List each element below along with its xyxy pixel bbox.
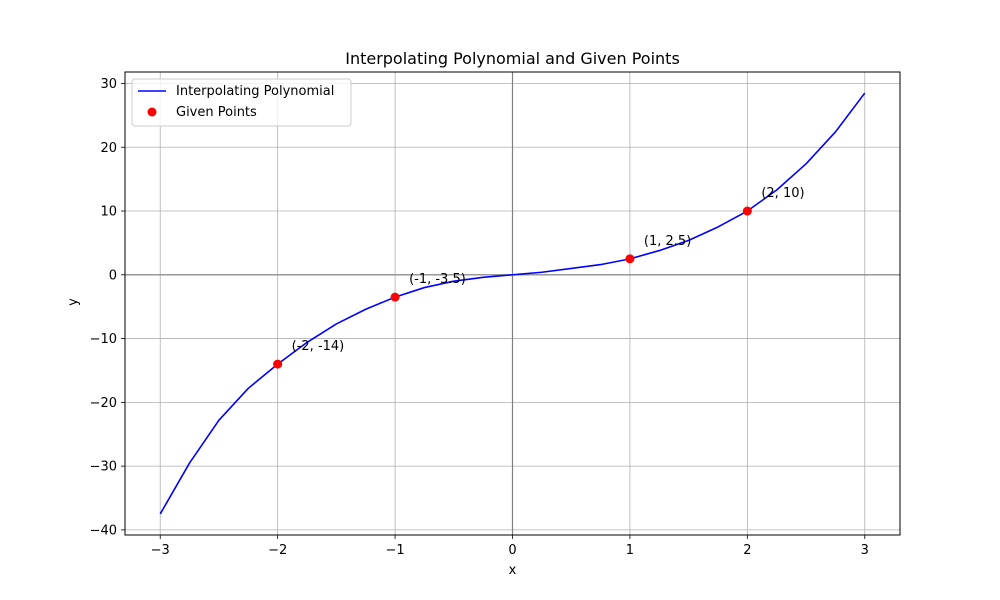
chart-title: Interpolating Polynomial and Given Point…: [345, 49, 680, 68]
x-tick-label: 0: [508, 543, 516, 558]
point-annotation: (-1, -3.5): [409, 272, 466, 287]
point-annotation: (-2, -14): [292, 339, 345, 354]
x-tick-label: −2: [268, 543, 287, 558]
given-point-marker: [273, 359, 283, 369]
annotation-layer: (-2, -14) (-1, -3.5) (1, 2.5) (2, 10): [292, 186, 805, 354]
x-tick-label: 3: [861, 543, 869, 558]
given-point-marker: [625, 254, 635, 264]
given-point-marker: [742, 206, 752, 216]
y-tick-label: 30: [100, 77, 117, 92]
legend-label-points: Given Points: [176, 105, 257, 120]
legend: Interpolating Polynomial Given Points: [131, 78, 352, 127]
legend-marker-swatch: [147, 107, 157, 117]
y-tick-label: 20: [100, 141, 117, 156]
y-tick-label: −20: [90, 396, 117, 411]
y-tick-label: −10: [90, 332, 117, 347]
point-annotation: (2, 10): [761, 186, 804, 201]
zero-lines: [125, 72, 900, 535]
x-tick-label: −3: [151, 543, 170, 558]
given-point-marker: [390, 292, 400, 302]
legend-label-polynomial: Interpolating Polynomial: [176, 84, 334, 99]
x-axis-label: x: [509, 563, 517, 578]
x-tick-label: 2: [743, 543, 751, 558]
y-tick-label: −30: [90, 460, 117, 475]
x-tick-label: 1: [626, 543, 634, 558]
y-axis-label: y: [66, 298, 81, 306]
legend-box: [131, 78, 352, 127]
y-tick-label: 10: [100, 205, 117, 220]
x-tick-label: −1: [385, 543, 404, 558]
point-annotation: (1, 2.5): [644, 234, 691, 249]
y-tick-label: 0: [109, 268, 117, 283]
series-layer: [159, 92, 866, 515]
y-tick-label: −40: [90, 523, 117, 538]
